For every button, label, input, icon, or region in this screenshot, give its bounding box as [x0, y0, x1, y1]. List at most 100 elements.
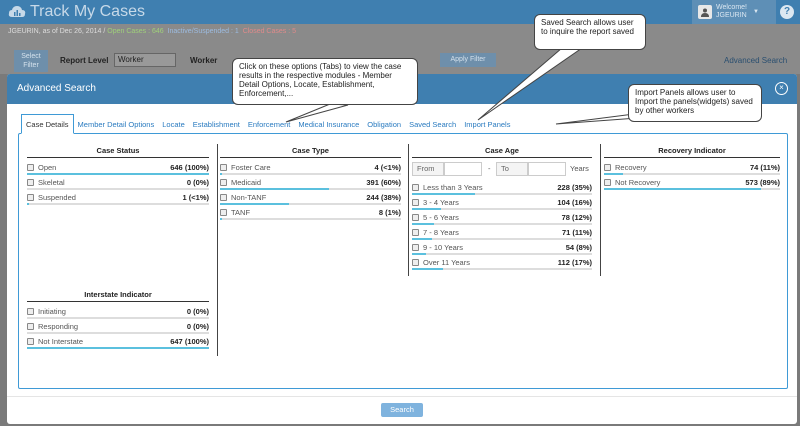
option-checkbox[interactable] [220, 209, 227, 216]
tab-obligation[interactable]: Obligation [367, 120, 402, 129]
inactive-cases-count[interactable]: Inactive/Suspended : 1 [167, 28, 239, 35]
filter-option-row[interactable]: Responding 0 (0%) [27, 321, 209, 336]
apply-filter-button[interactable]: Apply Filter [440, 53, 496, 67]
option-checkbox[interactable] [27, 308, 34, 315]
tab-bar: Case Details Member Detail Options Locat… [21, 114, 514, 134]
close-icon[interactable]: × [775, 82, 788, 95]
option-count: 391 (60%) [366, 178, 401, 187]
option-checkbox[interactable] [220, 194, 227, 201]
advanced-search-modal: Advanced Search × Case Details Member De… [7, 74, 797, 424]
option-count: 647 (100%) [170, 337, 209, 346]
option-checkbox[interactable] [412, 199, 419, 206]
chevron-down-icon: ▼ [753, 9, 759, 15]
filter-option-row[interactable]: Less than 3 Years 228 (35%) [412, 182, 592, 197]
filter-option-row[interactable]: Suspended 1 (<1%) [27, 192, 209, 207]
summary-separator: / [103, 28, 106, 35]
filter-option-row[interactable]: TANF 8 (1%) [220, 207, 401, 222]
option-count: 78 (12%) [561, 213, 592, 222]
cloud-logo-icon [8, 5, 26, 19]
option-checkbox[interactable] [27, 194, 34, 201]
option-progress-fill [412, 223, 434, 225]
user-name: JGEURIN [716, 12, 747, 19]
option-count: 71 (11%) [561, 228, 592, 237]
tab-establishment[interactable]: Establishment [192, 120, 240, 129]
tabs-callout-text: Click on these options (Tabs) to view th… [239, 62, 402, 98]
option-progress-track [412, 193, 592, 195]
option-progress-track [412, 238, 592, 240]
search-button[interactable]: Search [381, 403, 423, 417]
option-checkbox[interactable] [412, 214, 419, 221]
option-progress-fill [412, 208, 441, 210]
option-count: 244 (38%) [366, 193, 401, 202]
user-info: Welcome! JGEURIN [716, 4, 747, 20]
option-checkbox[interactable] [220, 179, 227, 186]
option-checkbox[interactable] [220, 164, 227, 171]
open-cases-count[interactable]: Open Cases : 646 [107, 28, 164, 35]
option-count: 8 (1%) [378, 208, 401, 217]
tab-member-detail-options[interactable]: Member Detail Options [77, 120, 155, 129]
filter-option-row[interactable]: 3 - 4 Years 104 (16%) [412, 197, 592, 212]
option-progress-track [412, 208, 592, 210]
filter-option-row[interactable]: 7 - 8 Years 71 (11%) [412, 227, 592, 242]
filter-option-row[interactable]: Open 646 (100%) [27, 162, 209, 177]
filter-option-row[interactable]: Skeletal 0 (0%) [27, 177, 209, 192]
filter-option-row[interactable]: Over 11 Years 112 (17%) [412, 257, 592, 272]
tab-import-panels[interactable]: Import Panels [464, 120, 511, 129]
filter-option-row[interactable]: Non-TANF 244 (38%) [220, 192, 401, 207]
recovery-indicator-title: Recovery Indicator [604, 146, 780, 158]
option-checkbox[interactable] [27, 179, 34, 186]
column-divider [408, 144, 409, 276]
user-menu[interactable]: Welcome! JGEURIN ▼ [692, 0, 776, 24]
filter-option-row[interactable]: Foster Care 4 (<1%) [220, 162, 401, 177]
closed-cases-count[interactable]: Closed Cases : 5 [242, 28, 296, 35]
filter-option-row[interactable]: Medicaid 391 (60%) [220, 177, 401, 192]
from-label: From [412, 162, 444, 176]
summary-prefix: JGEURIN, as of Dec 26, 2014 [8, 28, 102, 35]
import-panels-callout-text: Import Panels allows user to Import the … [635, 88, 753, 115]
advanced-search-link[interactable]: Advanced Search [724, 56, 788, 65]
option-count: 0 (0%) [186, 178, 209, 187]
modal-title: Advanced Search [17, 83, 96, 94]
to-years-input[interactable] [528, 162, 566, 176]
option-checkbox[interactable] [27, 338, 34, 345]
tab-case-details[interactable]: Case Details [21, 114, 74, 134]
option-label: Foster Care [231, 163, 271, 172]
filter-option-row[interactable]: Not Interstate 647 (100%) [27, 336, 209, 351]
filter-option-row[interactable]: 5 - 6 Years 78 (12%) [412, 212, 592, 227]
tabs-callout: Click on these options (Tabs) to view th… [232, 58, 418, 105]
report-level-select[interactable]: Worker [114, 53, 176, 67]
option-count: 4 (<1%) [374, 163, 401, 172]
option-checkbox[interactable] [604, 164, 611, 171]
option-checkbox[interactable] [27, 323, 34, 330]
filter-option-row[interactable]: Initiating 0 (0%) [27, 306, 209, 321]
interstate-indicator-widget: Interstate Indicator Initiating 0 (0%) Res… [27, 290, 209, 351]
option-count: 1 (<1%) [182, 193, 209, 202]
help-icon[interactable]: ? [780, 5, 794, 19]
select-filter-button[interactable]: Select Filter [14, 50, 48, 72]
tab-medical-insurance[interactable]: Medical Insurance [298, 120, 360, 129]
option-checkbox[interactable] [604, 179, 611, 186]
recovery-indicator-widget: Recovery Indicator Recovery 74 (11%) Not R… [604, 146, 780, 192]
tab-enforcement[interactable]: Enforcement [247, 120, 291, 129]
filter-option-row[interactable]: Not Recovery 573 (89%) [604, 177, 780, 192]
option-checkbox[interactable] [412, 184, 419, 191]
option-checkbox[interactable] [412, 244, 419, 251]
app-brand[interactable]: Track My Cases [8, 3, 145, 21]
option-checkbox[interactable] [27, 164, 34, 171]
option-progress-fill [412, 193, 475, 195]
from-years-input[interactable] [444, 162, 482, 176]
option-checkbox[interactable] [412, 229, 419, 236]
case-details-panel: Case Status Open 646 (100%) Skeletal 0 (0%)… [18, 133, 788, 389]
tab-saved-search[interactable]: Saved Search [409, 120, 457, 129]
case-type-widget: Case Type Foster Care 4 (<1%) Medicaid 391 … [220, 146, 401, 222]
option-count: 646 (100%) [170, 163, 209, 172]
filter-option-row[interactable]: 9 - 10 Years 54 (8%) [412, 242, 592, 257]
option-label: Not Interstate [38, 337, 84, 346]
option-checkbox[interactable] [412, 259, 419, 266]
saved-search-callout: Saved Search allows user to inquire the … [534, 14, 646, 50]
tab-locate[interactable]: Locate [162, 120, 185, 129]
option-progress-track [220, 218, 401, 220]
filter-option-row[interactable]: Recovery 74 (11%) [604, 162, 780, 177]
option-label: Initiating [38, 307, 66, 316]
option-progress-fill [27, 347, 209, 349]
